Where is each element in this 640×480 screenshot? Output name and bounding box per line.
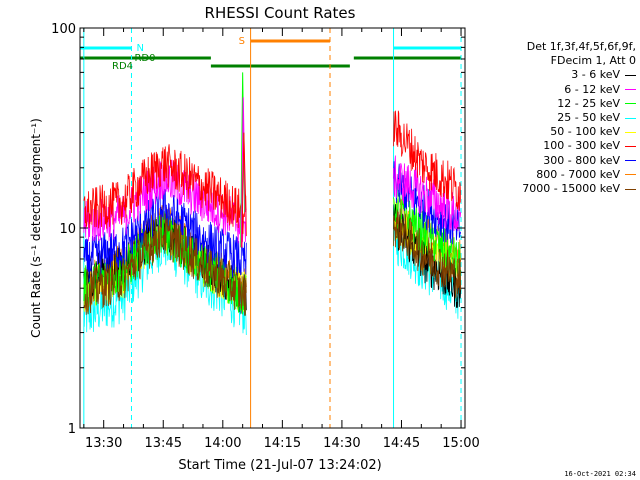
legend: Det 1f,3f,4f,5f,6f,9f, FDecim 1, Att 0 3… [470, 40, 636, 196]
legend-swatch [625, 117, 636, 119]
y-axis-label: Count Rate (s⁻¹ detector segment⁻¹) [29, 118, 43, 338]
y-tick-label: 10 [59, 222, 76, 237]
legend-item: 300 - 800 keV [470, 154, 636, 168]
series-line [393, 208, 462, 299]
x-axis-label: Start Time (21-Jul-07 13:24:02) [178, 458, 381, 473]
x-tick-label: 13:45 [145, 436, 182, 451]
annotation-label: S [239, 36, 245, 47]
x-tick-label: 14:00 [204, 436, 241, 451]
series-line [83, 144, 247, 237]
y-tick-label: 1 [68, 422, 76, 437]
legend-item: 25 - 50 keV [470, 111, 636, 125]
annotation-label: RD4 [112, 61, 133, 72]
legend-swatch [625, 146, 636, 148]
series-line [393, 110, 462, 211]
legend-item: 50 - 100 keV [470, 125, 636, 139]
legend-item: 7000 - 15000 keV [470, 182, 636, 196]
legend-item: 800 - 7000 keV [470, 168, 636, 182]
legend-item: 100 - 300 keV [470, 139, 636, 153]
legend-swatch [625, 131, 636, 133]
legend-label: 3 - 6 keV [571, 68, 620, 82]
legend-swatch [625, 75, 636, 76]
legend-header-line-1: Det 1f,3f,4f,5f,6f,9f, [526, 40, 636, 53]
series-line [83, 188, 247, 283]
series-line [393, 155, 462, 232]
timestamp: 16-Oct-2021 02:34 [564, 470, 636, 478]
legend-label: 12 - 25 keV [557, 96, 620, 110]
legend-label: 300 - 800 keV [543, 153, 620, 167]
x-tick-label: 14:15 [264, 436, 301, 451]
legend-item: 3 - 6 keV [470, 68, 636, 82]
x-tick-label: 15:00 [442, 436, 479, 451]
y-tick-label: 100 [51, 22, 76, 37]
legend-label: 7000 - 15000 keV [522, 182, 620, 196]
legend-label: 25 - 50 keV [557, 111, 620, 125]
legend-label: 800 - 7000 keV [536, 167, 620, 181]
legend-swatch [625, 89, 636, 91]
series-line [83, 213, 247, 316]
legend-swatch [625, 103, 636, 105]
x-tick-label: 14:30 [323, 436, 360, 451]
x-tick-label: 14:45 [383, 436, 420, 451]
annotation-label: N [136, 43, 143, 54]
legend-swatch [625, 174, 636, 176]
legend-header-line-2: FDecim 1, Att 0 [550, 54, 636, 68]
flare-spike [241, 132, 247, 248]
legend-label: 6 - 12 keV [564, 82, 620, 96]
annotation-label: RD0 [134, 53, 155, 64]
x-tick-label: 13:30 [85, 436, 122, 451]
legend-swatch [625, 160, 636, 162]
legend-label: 50 - 100 keV [550, 125, 620, 139]
legend-item: 12 - 25 keV [470, 97, 636, 111]
legend-label: 100 - 300 keV [543, 139, 620, 153]
chart-title: RHESSI Count Rates [205, 4, 356, 22]
legend-item: 6 - 12 keV [470, 83, 636, 97]
legend-swatch [625, 188, 636, 190]
